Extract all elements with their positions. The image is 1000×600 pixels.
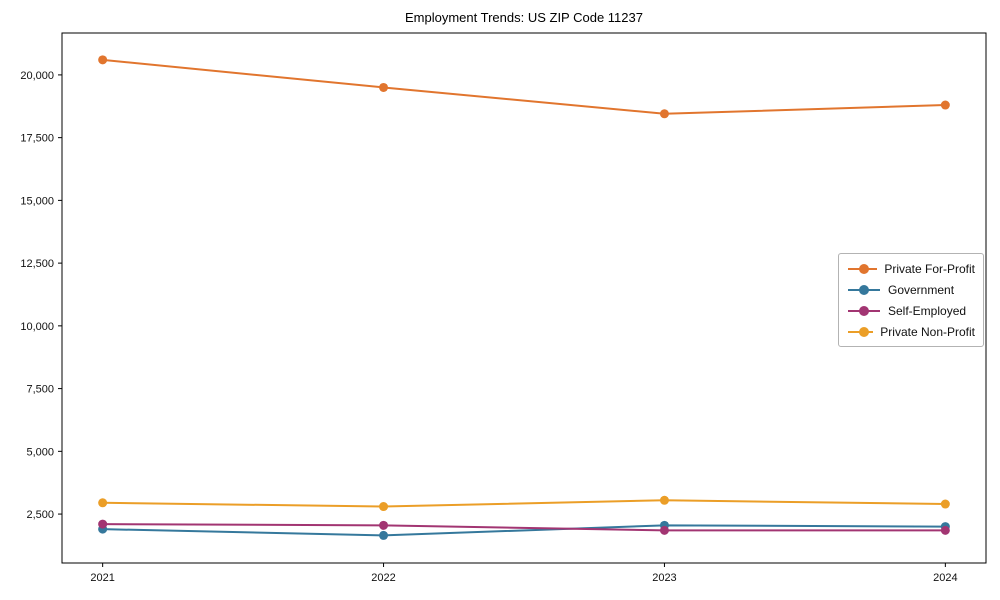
legend-item-government: Government — [847, 281, 975, 298]
y-tick-label: 2,500 — [26, 509, 54, 521]
y-tick-label: 5,000 — [26, 446, 54, 458]
chart-title: Employment Trends: US ZIP Code 11237 — [405, 10, 643, 25]
legend-marker-icon — [848, 305, 880, 316]
data-point-private-non-profit-2023 — [659, 495, 669, 505]
data-point-self-employed-2022 — [379, 520, 389, 530]
legend-marker-icon — [848, 326, 874, 337]
data-point-private-non-profit-2022 — [379, 502, 389, 512]
legend-label: Private Non-Profit — [880, 324, 975, 339]
legend-label: Private For-Profit — [884, 261, 975, 276]
y-tick-label: 15,000 — [20, 195, 54, 207]
plot-border — [61, 32, 987, 564]
legend-item-private-for-profit: Private For-Profit — [847, 260, 975, 277]
legend-label: Government — [888, 282, 955, 297]
legend-marker-icon — [848, 284, 880, 295]
x-tick-label: 2024 — [933, 572, 957, 584]
data-point-private-for-profit-2021 — [98, 55, 108, 65]
legend-item-private-non-profit: Private Non-Profit — [847, 323, 975, 340]
x-tick-label: 2022 — [371, 572, 395, 584]
y-tick-label: 10,000 — [20, 321, 54, 333]
series-line-self-employed — [102, 523, 946, 532]
y-tick-label: 17,500 — [20, 133, 54, 145]
series-line-government — [102, 524, 946, 537]
data-point-private-non-profit-2024 — [940, 499, 950, 509]
y-tick-label: 12,500 — [20, 258, 54, 270]
legend-item-self-employed: Self-Employed — [847, 302, 975, 319]
data-point-private-for-profit-2023 — [659, 109, 669, 119]
data-point-self-employed-2024 — [940, 525, 950, 535]
legend-marker-icon — [848, 263, 878, 274]
data-point-private-non-profit-2021 — [98, 498, 108, 508]
data-point-government-2022 — [379, 530, 389, 540]
data-point-self-employed-2023 — [659, 525, 669, 535]
series-line-private-for-profit — [102, 58, 946, 115]
legend-label: Self-Employed — [888, 303, 967, 318]
y-tick-label: 7,500 — [26, 384, 54, 396]
x-tick-label: 2023 — [652, 572, 676, 584]
series-line-private-non-profit — [102, 499, 946, 508]
y-tick-label: 20,000 — [20, 70, 54, 82]
data-point-private-for-profit-2022 — [379, 82, 389, 92]
data-point-self-employed-2021 — [98, 519, 108, 529]
chart-legend: Private For-Profit Government Self-Employe… — [838, 253, 984, 347]
data-point-private-for-profit-2024 — [940, 100, 950, 110]
x-tick-label: 2021 — [90, 572, 114, 584]
